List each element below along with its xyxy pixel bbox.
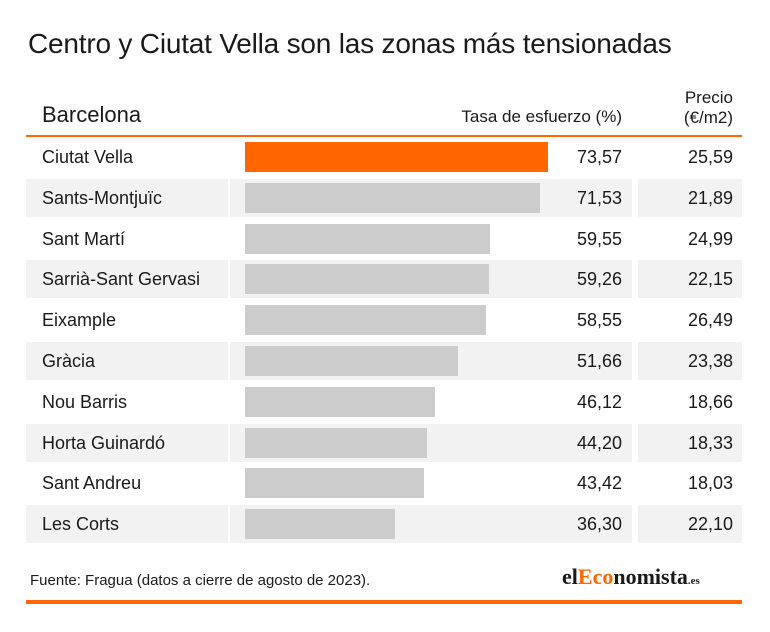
- rate-value-label: 51,66: [576, 351, 622, 371]
- category-label: Sant Andreu: [42, 473, 142, 494]
- logo-suffix: .es: [687, 575, 700, 587]
- rate-value-label: 46,12: [576, 391, 622, 412]
- row-label-cell: Nou Barris: [26, 383, 228, 421]
- table-row: Ciutat Vella 73,57 25,59: [0, 138, 770, 176]
- bar: [245, 182, 540, 213]
- bar: [245, 386, 435, 417]
- price-cell: 18,03: [638, 464, 742, 502]
- price-cell: 24,99: [638, 220, 742, 258]
- category-label: Sarrià-Sant Gervasi: [42, 269, 201, 290]
- category-label: Eixample: [42, 310, 117, 331]
- category-label: Sant Martí: [42, 228, 126, 249]
- footer-divider: [26, 600, 742, 604]
- table-row: Horta Guinardó 44,20 18,33: [0, 423, 770, 462]
- table-row: Gràcia 51,66 23,38: [0, 342, 770, 380]
- table-row: Sant Andreu 43,42 18,03: [0, 464, 770, 502]
- price-cell: 22,10: [638, 505, 742, 544]
- rate-value-label: 59,55: [576, 228, 622, 249]
- bar: [245, 468, 424, 499]
- category-label: Gràcia: [42, 351, 96, 371]
- row-label-cell: Eixample: [26, 301, 228, 339]
- logo-rest: nomista: [613, 564, 688, 589]
- bar-cell: 36,30: [230, 505, 632, 544]
- bar-cell: 58,55: [230, 301, 632, 339]
- table-row: Eixample 58,55 26,49: [0, 301, 770, 339]
- rate-value-label: 71,53: [576, 187, 622, 208]
- row-label-cell: Gràcia: [26, 342, 228, 380]
- column-header-price-line1: Precio: [684, 88, 733, 107]
- row-label-cell: Sant Andreu: [26, 464, 228, 502]
- bar: [245, 264, 490, 295]
- price-value-label: 24,99: [687, 228, 733, 249]
- price-cell: 26,49: [638, 301, 742, 339]
- price-value-label: 22,10: [687, 514, 733, 535]
- bar: [245, 142, 548, 172]
- price-cell: 23,38: [638, 342, 742, 380]
- category-label: Les Corts: [42, 514, 120, 535]
- bar-cell: 44,20: [230, 423, 632, 462]
- column-header-price: Precio (€/m2): [640, 88, 733, 128]
- table-row: Sants-Montjuïc 71,53 21,89: [0, 178, 770, 217]
- table-row: Les Corts 36,30 22,10: [0, 505, 770, 544]
- bar: [245, 223, 491, 254]
- rate-value-label: 44,20: [576, 432, 622, 453]
- price-cell: 25,59: [638, 138, 742, 176]
- row-label-cell: Sants-Montjuïc: [26, 178, 228, 217]
- column-header-price-line2: (€/m2): [683, 108, 733, 127]
- rate-value-label: 43,42: [576, 473, 622, 494]
- price-cell: 18,33: [638, 423, 742, 462]
- price-value-label: 22,15: [687, 269, 733, 290]
- bar-cell: 46,12: [230, 383, 632, 421]
- category-label: Sants-Montjuïc: [42, 187, 163, 208]
- rate-value-label: 59,26: [576, 269, 622, 290]
- rate-value-label: 58,55: [576, 310, 622, 331]
- bar-cell: 59,26: [230, 260, 632, 299]
- column-header-rate: Tasa de esfuerzo (%): [461, 107, 622, 126]
- logo-prefix: el: [562, 564, 578, 589]
- category-label: Nou Barris: [42, 391, 128, 412]
- row-label-cell: Sarrià-Sant Gervasi: [26, 260, 228, 299]
- bar-cell: 43,42: [230, 464, 632, 502]
- price-value-label: 18,03: [687, 473, 733, 494]
- bar-cell: 51,66: [230, 342, 632, 380]
- source-note: Fuente: Fragua (datos a cierre de agosto…: [30, 572, 371, 589]
- bar: [245, 509, 395, 540]
- bar: [245, 427, 428, 458]
- header-divider: [26, 135, 742, 137]
- bar-cell: 71,53: [230, 178, 632, 217]
- price-cell: 21,89: [638, 178, 742, 217]
- price-value-label: 21,89: [687, 187, 733, 208]
- table-row: Sant Martí 59,55 24,99: [0, 220, 770, 258]
- chart-title: Centro y Ciutat Vella son las zonas más …: [28, 28, 672, 59]
- row-label-cell: Ciutat Vella: [26, 138, 228, 176]
- price-value-label: 18,33: [687, 432, 733, 453]
- price-value-label: 26,49: [687, 310, 733, 331]
- price-value-label: 18,66: [687, 391, 733, 412]
- bar-cell: 73,57: [230, 138, 632, 176]
- logo-accent: Eco: [577, 564, 614, 589]
- price-cell: 18,66: [638, 383, 742, 421]
- column-header-region: Barcelona: [42, 102, 142, 127]
- table-row: Nou Barris 46,12 18,66: [0, 383, 770, 421]
- price-cell: 22,15: [638, 260, 742, 299]
- row-label-cell: Horta Guinardó: [26, 423, 228, 462]
- rate-value-label: 73,57: [576, 147, 622, 167]
- price-value-label: 23,38: [687, 351, 733, 371]
- bar: [245, 346, 458, 376]
- publisher-logo: elEconomista.es: [562, 564, 700, 590]
- category-label: Ciutat Vella: [42, 147, 134, 167]
- category-label: Horta Guinardó: [42, 432, 166, 453]
- table-row: Sarrià-Sant Gervasi 59,26 22,15: [0, 260, 770, 299]
- row-label-cell: Les Corts: [26, 505, 228, 544]
- bar-cell: 59,55: [230, 220, 632, 258]
- rate-value-label: 36,30: [576, 514, 622, 535]
- price-value-label: 25,59: [687, 147, 733, 167]
- row-label-cell: Sant Martí: [26, 220, 228, 258]
- bar: [245, 305, 487, 336]
